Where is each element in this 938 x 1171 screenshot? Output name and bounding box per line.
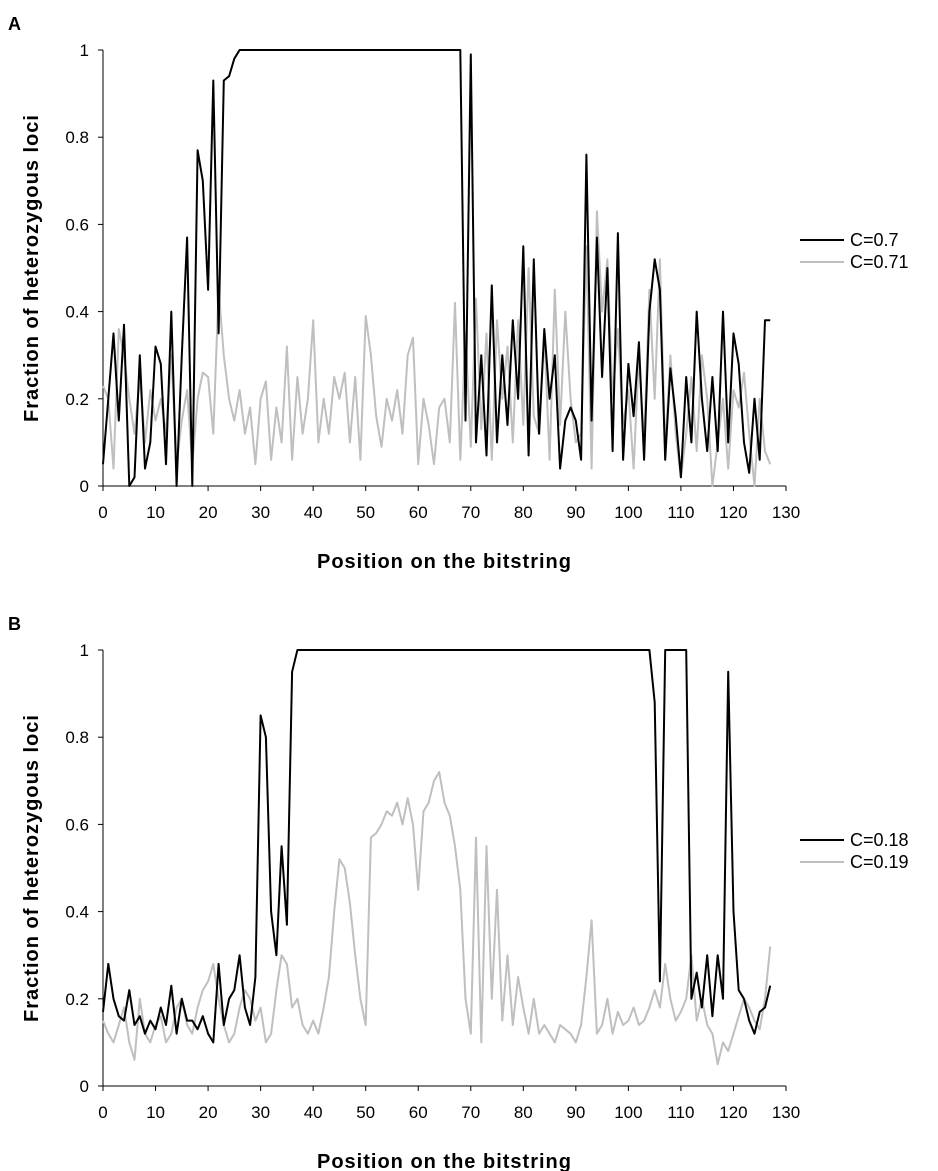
- y-tick-label: 0.2: [65, 990, 89, 1009]
- x-tick-label: 50: [356, 1103, 375, 1122]
- x-tick-label: 10: [146, 503, 165, 522]
- x-tick-label: 120: [719, 1103, 747, 1122]
- y-axis-title: Fraction of heterozygous loci: [21, 714, 43, 1022]
- x-tick-label: 100: [614, 1103, 642, 1122]
- y-tick-label: 0.4: [65, 303, 89, 322]
- x-tick-label: 20: [199, 1103, 218, 1122]
- series-line-C-0-71: [102, 210, 772, 487]
- x-tick-label: 0: [98, 1103, 107, 1122]
- y-tick-label: 1: [80, 41, 89, 60]
- x-axis-title: Position on the bitstring: [317, 1151, 572, 1171]
- y-tick-label: 0.8: [65, 728, 89, 747]
- x-tick-label: 90: [566, 1103, 585, 1122]
- series-line-C-0-19: [102, 771, 772, 1066]
- x-tick-label: 130: [772, 1103, 800, 1122]
- x-tick-label: 90: [566, 503, 585, 522]
- x-tick-label: 70: [461, 1103, 480, 1122]
- series-line-C-0-18: [102, 649, 772, 1044]
- x-tick-label: 80: [514, 503, 533, 522]
- x-tick-label: 30: [251, 503, 270, 522]
- chart-panel-A: A00.20.40.60.810 10 20 30 40 50 60 70 80 90 100 110…: [8, 14, 909, 573]
- y-tick-label: 1: [80, 641, 89, 660]
- legend-label: C=0.71: [850, 252, 909, 272]
- x-tick-label: 40: [304, 503, 323, 522]
- x-tick-label: 100: [614, 503, 642, 522]
- x-tick-label: 60: [409, 1103, 428, 1122]
- x-axis-title: Position on the bitstring: [317, 551, 572, 573]
- legend-label: C=0.19: [850, 852, 909, 872]
- y-tick-label: 0.6: [65, 815, 89, 834]
- x-tick-label: 60: [409, 503, 428, 522]
- x-tick-label: 120: [719, 503, 747, 522]
- x-tick-label: 70: [461, 503, 480, 522]
- panel-label: B: [8, 614, 21, 634]
- legend-label: C=0.7: [850, 230, 899, 250]
- x-tick-label: 40: [304, 1103, 323, 1122]
- x-tick-label: 30: [251, 1103, 270, 1122]
- x-tick-label: 130: [772, 503, 800, 522]
- panel-label: A: [8, 14, 21, 34]
- y-tick-label: 0.4: [65, 903, 89, 922]
- x-tick-label: 20: [199, 503, 218, 522]
- chart-panel-B: B00.20.40.60.810 10 20 30 40 50 60 70 80 90 100 110…: [8, 614, 909, 1171]
- x-tick-label: 50: [356, 503, 375, 522]
- y-tick-label: 0.8: [65, 128, 89, 147]
- y-tick-label: 0: [80, 477, 89, 496]
- x-tick-label: 80: [514, 1103, 533, 1122]
- y-tick-label: 0.6: [65, 215, 89, 234]
- series-line-C-0-7: [102, 49, 771, 487]
- x-tick-label: 110: [667, 503, 694, 522]
- x-tick-label: 10: [146, 1103, 165, 1122]
- y-axis-title: Fraction of heterozygous loci: [21, 114, 43, 422]
- x-tick-label: 110: [667, 1103, 694, 1122]
- y-tick-label: 0.2: [65, 390, 89, 409]
- x-tick-label: 0: [98, 503, 107, 522]
- legend-label: C=0.18: [850, 830, 909, 850]
- y-tick-label: 0: [80, 1077, 89, 1096]
